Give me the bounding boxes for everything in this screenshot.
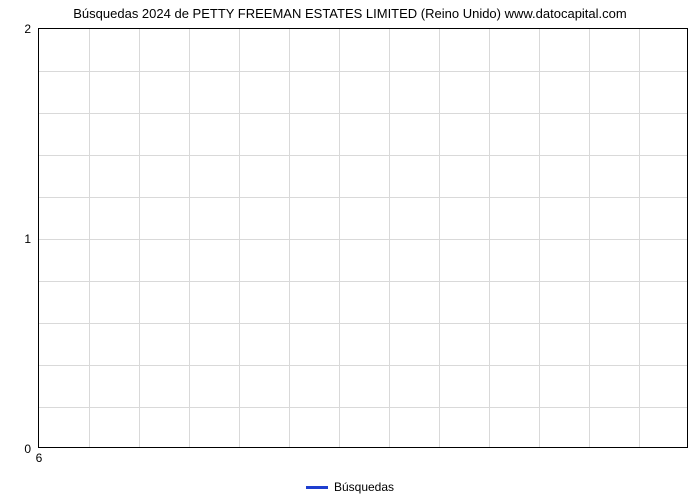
y-axis-tick-label: 2 [24,22,31,36]
chart-title: Búsquedas 2024 de PETTY FREEMAN ESTATES … [0,6,700,21]
y-axis-tick-label: 0 [24,442,31,456]
legend-swatch [306,486,328,489]
gridline-vertical [339,29,340,447]
gridline-vertical [239,29,240,447]
gridline-vertical [639,29,640,447]
legend: Búsquedas [0,480,700,494]
x-axis-tick-label: 6 [36,451,43,465]
gridline-vertical [439,29,440,447]
gridline-vertical [189,29,190,447]
gridline-vertical [589,29,590,447]
chart-container: Búsquedas 2024 de PETTY FREEMAN ESTATES … [0,0,700,500]
gridline-vertical [389,29,390,447]
gridline-vertical [289,29,290,447]
gridline-vertical [539,29,540,447]
gridline-vertical [89,29,90,447]
gridline-vertical [489,29,490,447]
gridline-vertical [139,29,140,447]
plot-area: 0126 [38,28,688,448]
y-axis-tick-label: 1 [24,232,31,246]
legend-label: Búsquedas [334,480,394,494]
